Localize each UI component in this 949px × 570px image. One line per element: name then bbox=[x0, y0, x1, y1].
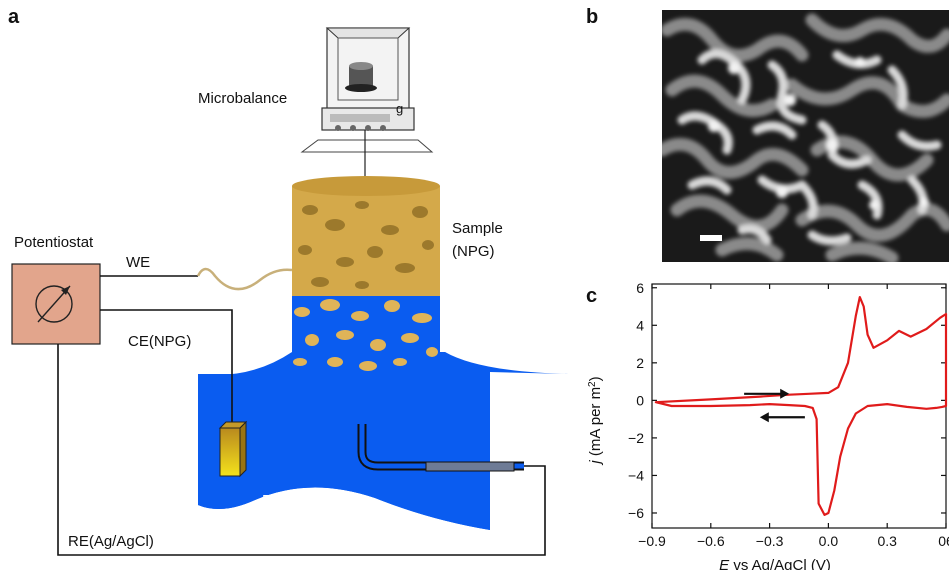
y-axis-label: j (mA per m2) bbox=[588, 376, 604, 465]
we-label: WE bbox=[126, 254, 151, 271]
y-tick-label: −4 bbox=[628, 467, 644, 483]
y-tick-label: 4 bbox=[636, 317, 644, 333]
x-tick-label: −0.9 bbox=[638, 533, 666, 549]
arrow-head bbox=[780, 388, 790, 399]
ce-label: CE(NPG) bbox=[128, 333, 192, 350]
arrow-head bbox=[759, 412, 769, 423]
sample-label-line1: Sample bbox=[452, 220, 503, 237]
npg-sample-cylinder bbox=[292, 176, 440, 374]
potentiostat-box bbox=[11, 263, 101, 345]
panel-label-c: c bbox=[586, 285, 598, 307]
balance-unit-label: g bbox=[396, 101, 403, 116]
cv-curve bbox=[654, 296, 948, 516]
x-tick-label: −0.3 bbox=[756, 533, 784, 549]
y-tick-label: 6 bbox=[636, 280, 644, 296]
microbalance-label: Microbalance bbox=[198, 90, 288, 107]
microbalance-icon: g bbox=[300, 27, 434, 153]
x-tick-label: 0.0 bbox=[819, 533, 839, 549]
sem-micrograph bbox=[662, 10, 949, 262]
re-label: RE(Ag/AgCl) bbox=[68, 533, 154, 550]
cyclic-voltammogram-chart: −0.9 −0.6 −0.3 0.0 0.3 06 −6 −4 −2 0 2 4 6 E vs Ag/A… bbox=[588, 280, 949, 570]
sample-label-line2: (NPG) bbox=[452, 243, 495, 260]
counter-electrode bbox=[218, 420, 248, 478]
panel-label-b: b bbox=[586, 6, 599, 28]
reference-electrode bbox=[357, 424, 524, 472]
x-axis-label: E vs Ag/AgCl (V) bbox=[719, 557, 831, 570]
electrochemical-setup-diagram: g bbox=[11, 27, 570, 556]
x-tick-label: 0.3 bbox=[877, 533, 897, 549]
ce-wire bbox=[100, 309, 233, 428]
potentiostat-label: Potentiostat bbox=[14, 234, 94, 251]
sample-lead-wire bbox=[196, 267, 293, 291]
scale-bar bbox=[700, 235, 722, 241]
x-tick-label: 06 bbox=[938, 533, 949, 549]
electrolyte-label: Electrolyte bbox=[262, 492, 333, 509]
y-tick-label: 2 bbox=[636, 355, 644, 371]
x-tick-label: −0.6 bbox=[697, 533, 725, 549]
y-tick-label: −6 bbox=[628, 505, 644, 521]
y-tick-label: 0 bbox=[636, 392, 644, 408]
panel-label-a: a bbox=[8, 6, 20, 28]
re-wire bbox=[57, 344, 546, 556]
y-tick-label: −2 bbox=[628, 430, 644, 446]
